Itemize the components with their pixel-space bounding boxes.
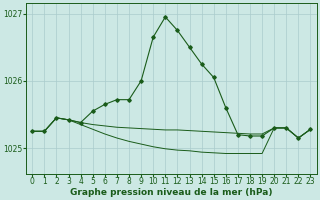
- X-axis label: Graphe pression niveau de la mer (hPa): Graphe pression niveau de la mer (hPa): [70, 188, 273, 197]
